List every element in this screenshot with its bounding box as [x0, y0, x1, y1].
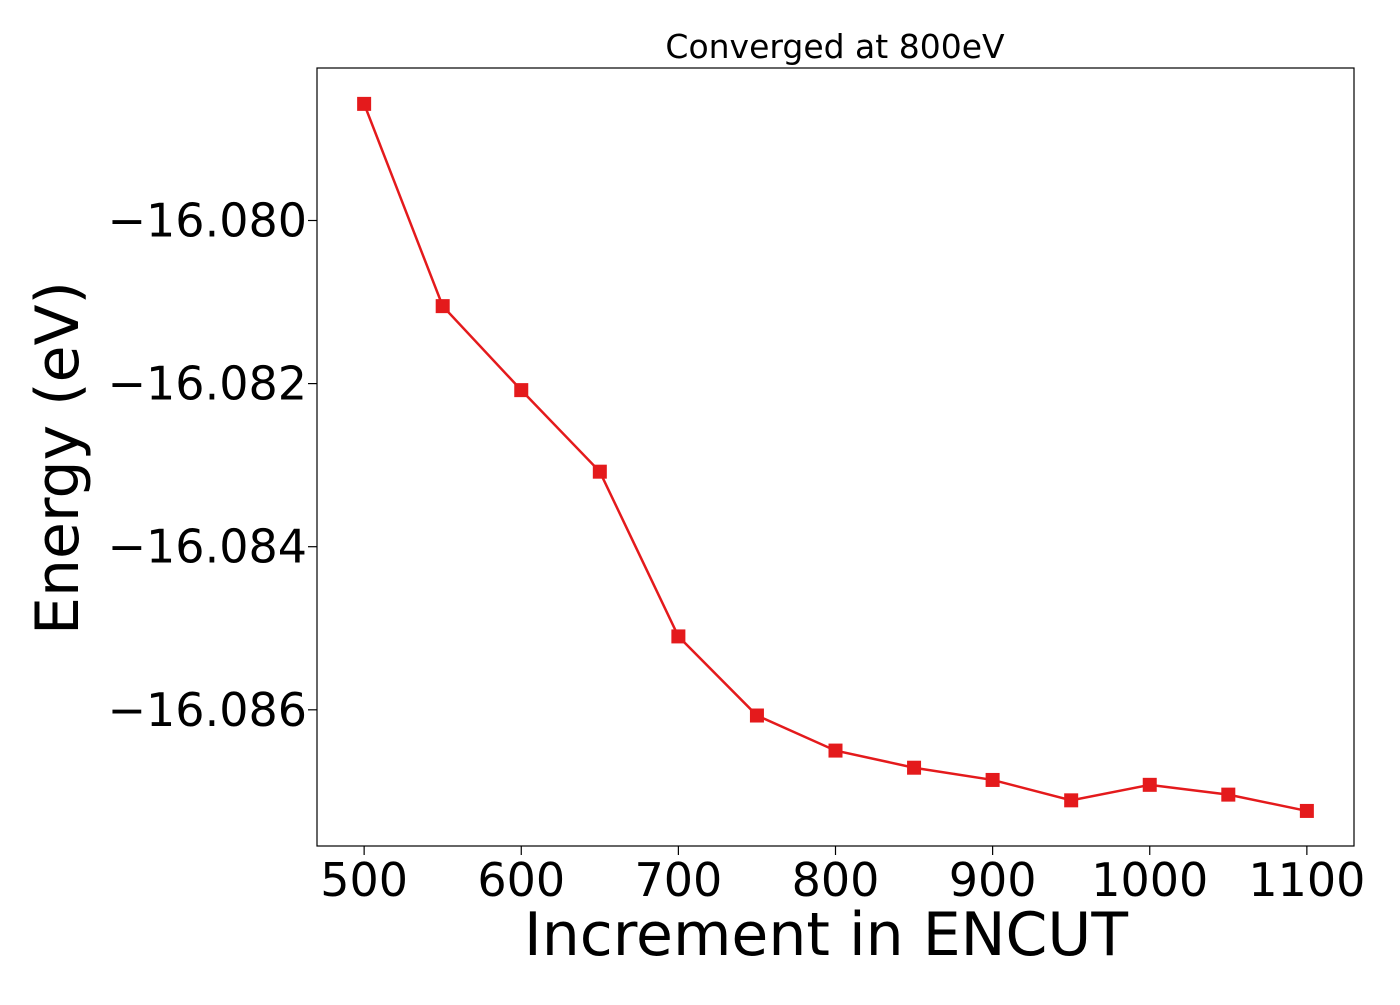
y-tick-label: −16.086	[108, 683, 308, 737]
x-tick-label: 900	[949, 853, 1037, 907]
x-tick-label: 600	[477, 853, 565, 907]
x-tick-label: 1000	[1091, 853, 1208, 907]
data-point-marker	[671, 629, 686, 644]
chart-title: Converged at 800eV	[665, 27, 1005, 66]
data-point-marker	[1221, 787, 1236, 802]
data-point-marker	[749, 708, 764, 723]
series-layer	[357, 96, 1314, 818]
data-point-marker	[907, 760, 922, 775]
data-point-marker	[514, 383, 529, 398]
data-point-marker	[1299, 803, 1314, 818]
x-tick-label: 800	[792, 853, 880, 907]
data-point-marker	[592, 464, 607, 479]
y-axis-ticks: −16.080 −16.082 −16.084 −16.086	[108, 194, 317, 737]
y-tick-label: −16.082	[108, 357, 308, 411]
x-tick-label: 500	[320, 853, 408, 907]
data-point-marker	[828, 743, 843, 758]
plot-area-frame	[316, 67, 1355, 847]
y-tick-label: −16.084	[108, 520, 308, 574]
x-tick-label: 700	[634, 853, 722, 907]
x-axis-ticks: 500 600 700 800 900 1000 1100	[320, 846, 1365, 907]
x-tick-label: 1100	[1248, 853, 1365, 907]
data-point-marker	[1142, 777, 1157, 792]
series-line	[362, 103, 1308, 813]
data-point-marker	[435, 299, 450, 314]
data-point-marker	[357, 96, 372, 111]
x-axis-label: Increment in ENCUT	[524, 900, 1128, 970]
y-axis-label: Energy (eV)	[23, 281, 93, 635]
y-tick-label: −16.080	[108, 194, 308, 248]
data-point-marker	[985, 772, 1000, 787]
data-point-marker	[1064, 793, 1079, 808]
